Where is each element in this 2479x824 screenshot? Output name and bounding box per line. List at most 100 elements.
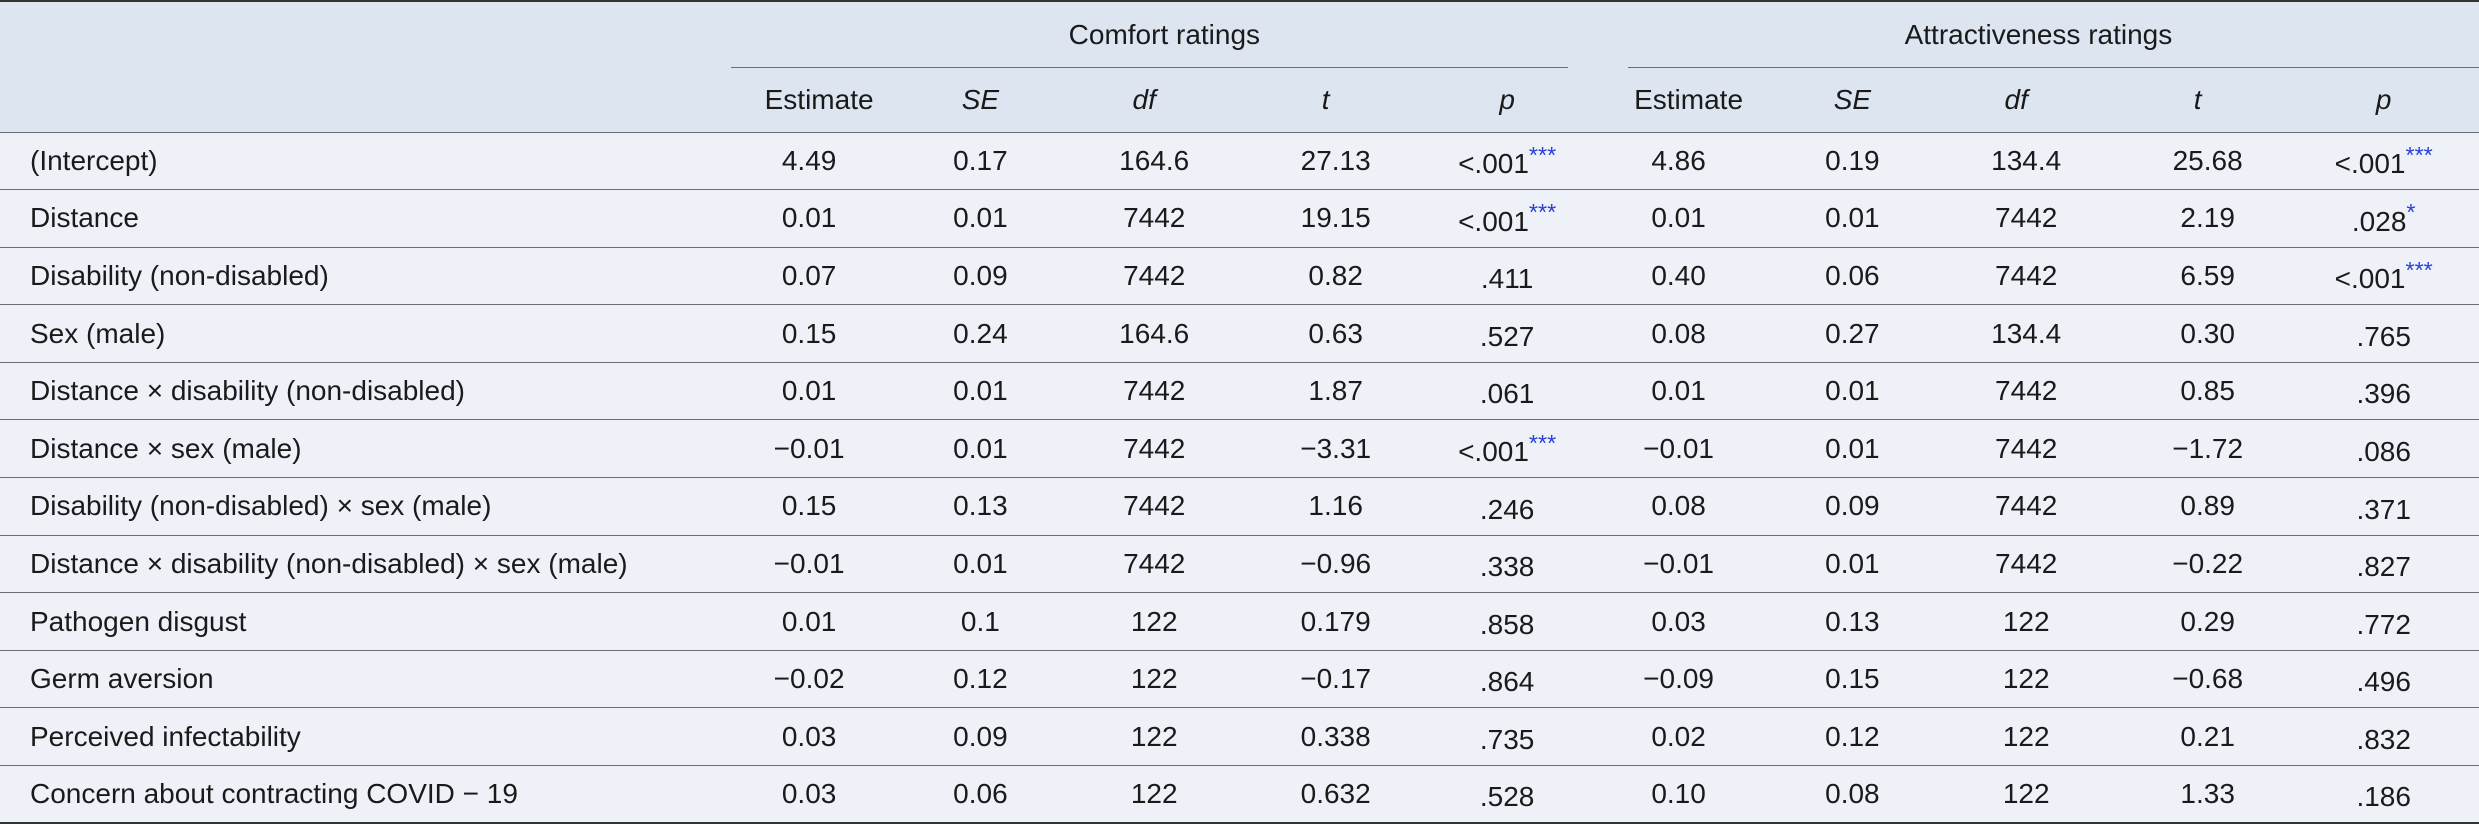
attractiveness-df-cell: 134.4 bbox=[1991, 144, 2062, 176]
attractiveness-t-cell: −1.72 bbox=[2172, 432, 2244, 464]
table-header: Comfort ratings Attractiveness ratings E… bbox=[0, 0, 2479, 133]
comfort-se-cell: 0.12 bbox=[953, 663, 1008, 695]
attractiveness-df-cell: 7442 bbox=[1995, 490, 2058, 522]
table-row: Sex (male) 0.15 0.24 164.6 0.63 .527 0.08 0.27 1… bbox=[0, 304, 2479, 363]
attractiveness-estimate-cell: 0.01 bbox=[1651, 375, 1706, 407]
table-row: Distance × disability (non-disabled) × s… bbox=[0, 535, 2479, 593]
attractiveness-p-value: .028 bbox=[2351, 205, 2407, 237]
attractiveness-p-cell: .028* bbox=[2288, 190, 2479, 248]
attractiveness-se-cell: 0.09 bbox=[1825, 490, 1880, 522]
attractiveness-p-cell: .186 bbox=[2288, 766, 2479, 824]
attractiveness-se-cell: 0.08 bbox=[1825, 778, 1880, 810]
attractiveness-p-cell: <.001*** bbox=[2288, 247, 2479, 305]
row-label: Disability (non-disabled) bbox=[30, 259, 329, 291]
empty-header-cell bbox=[0, 0, 731, 68]
row-label: Concern about contracting COVID − 19 bbox=[30, 778, 518, 810]
comfort-t-cell: 0.338 bbox=[1300, 720, 1371, 752]
attractiveness-p-cell: .765 bbox=[2288, 305, 2479, 363]
comfort-p-cell: .246 bbox=[1416, 478, 1597, 536]
comfort-estimate-cell: 4.49 bbox=[781, 144, 837, 176]
table-row: Concern about contracting COVID − 19 0.03… bbox=[0, 765, 2479, 824]
label-column-header bbox=[0, 68, 731, 133]
comfort-df-cell: 7442 bbox=[1123, 490, 1186, 522]
attractiveness-se-cell: 0.15 bbox=[1825, 663, 1880, 695]
comfort-p-header: p bbox=[1416, 68, 1598, 133]
comfort-se-cell: 0.06 bbox=[953, 778, 1008, 810]
attractiveness-se-cell: 0.01 bbox=[1825, 202, 1880, 234]
row-label: Sex (male) bbox=[30, 317, 166, 349]
attractiveness-p-cell: .371 bbox=[2288, 478, 2479, 536]
attractiveness-p-value: .496 bbox=[2356, 666, 2411, 698]
comfort-se-cell: 0.01 bbox=[953, 375, 1008, 407]
table-row: Perceived infectability 0.03 0.09 122 0.338.… bbox=[0, 707, 2479, 766]
comfort-df-header: df bbox=[1053, 68, 1235, 133]
attractiveness-t-cell: 2.19 bbox=[2180, 202, 2235, 234]
comfort-estimate-cell: 0.01 bbox=[781, 202, 837, 234]
table-row: Distance × sex (male) −0.01 0.01 7442 −3.31 <… bbox=[0, 419, 2479, 478]
comfort-se-cell: 0.01 bbox=[953, 202, 1008, 234]
comfort-p-cell: .061 bbox=[1416, 362, 1597, 420]
table-row: Distance × disability (non-disabled) 0.01… bbox=[0, 362, 2479, 420]
attractiveness-df-cell: 7442 bbox=[1995, 375, 2058, 407]
attractiveness-estimate-cell: 0.10 bbox=[1651, 778, 1706, 810]
attractiveness-group-rule bbox=[1627, 67, 2479, 68]
comfort-significance-stars: *** bbox=[1528, 141, 1557, 168]
comfort-t-cell: 0.63 bbox=[1308, 317, 1363, 349]
attractiveness-estimate-cell: 0.08 bbox=[1651, 490, 1706, 522]
attractiveness-estimate-cell: −0.01 bbox=[1643, 547, 1714, 579]
comfort-df-cell: 7442 bbox=[1123, 202, 1186, 234]
attractiveness-t-header: t bbox=[2106, 68, 2289, 133]
comfort-df-cell: 7442 bbox=[1123, 375, 1186, 407]
attractiveness-p-value: <.001 bbox=[2334, 147, 2406, 179]
attractiveness-estimate-cell: −0.01 bbox=[1643, 432, 1714, 464]
comfort-df-cell: 164.6 bbox=[1119, 144, 1190, 176]
comfort-df-cell: 7442 bbox=[1123, 259, 1186, 291]
attractiveness-se-cell: 0.13 bbox=[1825, 605, 1880, 637]
comfort-group-header: Comfort ratings bbox=[730, 0, 1598, 68]
attractiveness-se-header: SE bbox=[1779, 68, 1926, 133]
attractiveness-df-cell: 7442 bbox=[1995, 547, 2058, 579]
attractiveness-df-cell: 134.4 bbox=[1991, 317, 2062, 349]
comfort-p-value: .338 bbox=[1479, 551, 1535, 583]
comfort-t-cell: 1.16 bbox=[1308, 490, 1363, 522]
comfort-t-cell: 19.15 bbox=[1300, 202, 1371, 234]
comfort-p-value: .527 bbox=[1479, 320, 1535, 352]
attractiveness-p-value: .827 bbox=[2356, 551, 2411, 583]
attractiveness-p-value: .086 bbox=[2356, 435, 2411, 467]
attractiveness-estimate-cell: 0.03 bbox=[1651, 605, 1706, 637]
comfort-group-rule bbox=[730, 67, 1568, 68]
comfort-se-cell: 0.13 bbox=[953, 490, 1008, 522]
comfort-se-cell: 0.01 bbox=[953, 547, 1008, 579]
attractiveness-estimate-cell: 4.86 bbox=[1651, 144, 1706, 176]
table-row: Disability (non-disabled) × sex (male) 0.… bbox=[0, 477, 2479, 536]
column-header-row: Estimate SE df t p Estimate SE df t p bbox=[0, 68, 2479, 133]
attractiveness-p-cell: .832 bbox=[2288, 708, 2479, 766]
attractiveness-t-cell: 0.21 bbox=[2180, 720, 2235, 752]
table-row: Germ aversion −0.02 0.12 122 −0.17 .864 −0.09 0… bbox=[0, 650, 2479, 708]
comfort-p-value: <.001 bbox=[1458, 147, 1529, 179]
comfort-p-cell: .864 bbox=[1416, 650, 1597, 708]
attractiveness-df-cell: 122 bbox=[2002, 605, 2050, 637]
attractiveness-significance-stars: * bbox=[2406, 199, 2416, 226]
attractiveness-p-value: <.001 bbox=[2334, 263, 2406, 295]
comfort-df-cell: 7442 bbox=[1123, 547, 1186, 579]
row-label: Distance bbox=[30, 202, 139, 234]
attractiveness-t-cell: 0.30 bbox=[2180, 317, 2235, 349]
comfort-df-cell: 122 bbox=[1130, 720, 1178, 752]
attractiveness-group-label: Attractiveness ratings bbox=[1904, 19, 2173, 50]
comfort-t-cell: 0.179 bbox=[1300, 605, 1371, 637]
comfort-se-header: SE bbox=[907, 68, 1054, 133]
comfort-estimate-cell: −0.01 bbox=[773, 432, 845, 464]
group-header-row: Comfort ratings Attractiveness ratings bbox=[0, 0, 2479, 68]
attractiveness-significance-stars: *** bbox=[2405, 256, 2433, 283]
comfort-estimate-cell: 0.01 bbox=[781, 605, 837, 637]
attractiveness-p-value: .396 bbox=[2356, 378, 2411, 410]
comfort-t-cell: −0.17 bbox=[1300, 663, 1372, 695]
comfort-p-value: <.001 bbox=[1458, 205, 1529, 237]
comfort-p-value: .528 bbox=[1479, 781, 1535, 813]
attractiveness-p-value: .765 bbox=[2356, 320, 2411, 352]
row-label: Perceived infectability bbox=[30, 720, 301, 752]
attractiveness-p-value: .832 bbox=[2356, 723, 2411, 755]
attractiveness-t-cell: 1.33 bbox=[2180, 778, 2235, 810]
attractiveness-p-value: .371 bbox=[2356, 493, 2411, 525]
